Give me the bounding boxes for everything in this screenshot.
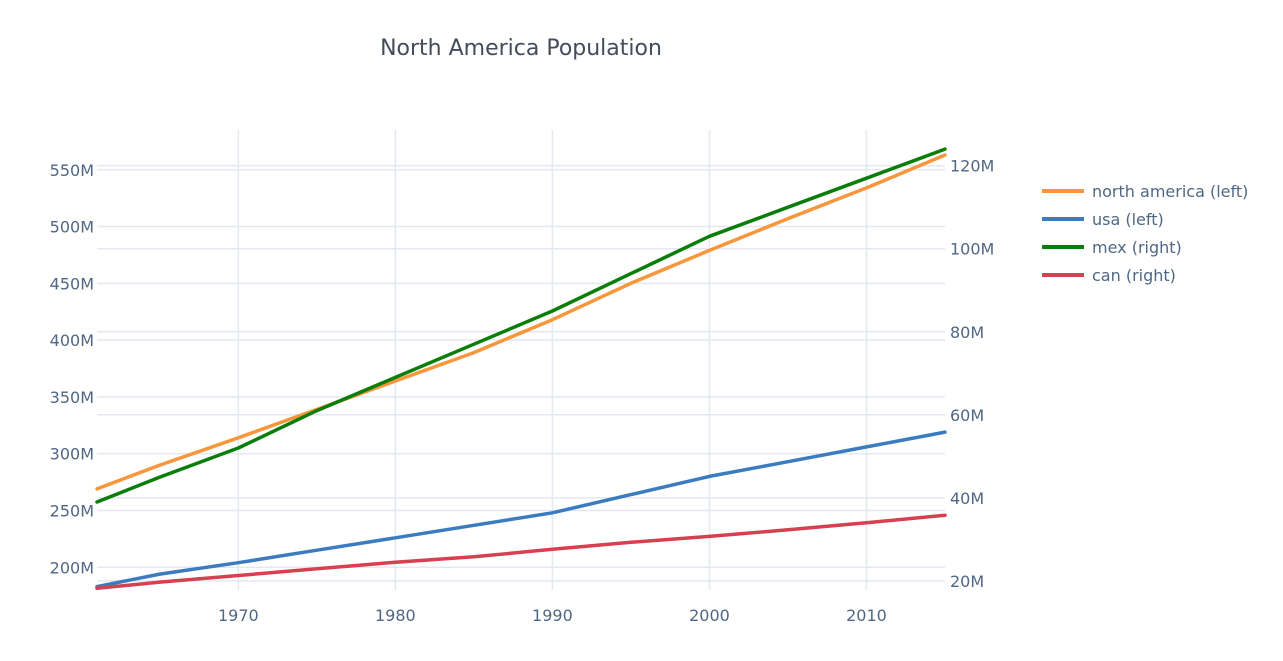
x-tick-label: 1990 [532, 606, 573, 625]
y-right-tick-label: 120M [950, 157, 994, 176]
legend-label: can (right) [1092, 266, 1176, 285]
chart-title: North America Population [380, 36, 662, 61]
y-right-tick-label: 40M [950, 489, 984, 508]
y-right-tick-label: 80M [950, 323, 984, 342]
y-right-tick-label: 100M [950, 240, 994, 259]
tick-layer: 1970 1980 1990 2000 2010 200M 250M 300M 350M 400M… [50, 157, 995, 625]
y-left-tick-label: 500M [50, 218, 94, 237]
series-line-north-america[interactable] [95, 153, 947, 491]
legend-label: north america (left) [1092, 182, 1248, 201]
y-left-tick-label: 550M [50, 161, 94, 180]
x-tick-label: 2000 [689, 606, 730, 625]
x-tick-label: 1970 [218, 606, 259, 625]
y-left-tick-label: 400M [50, 331, 94, 350]
x-tick-label: 2010 [846, 606, 887, 625]
y-left-tick-label: 350M [50, 388, 94, 407]
legend-item[interactable]: north america (left) [1042, 182, 1248, 201]
legend[interactable]: north america (left) usa (left) mex (right… [1042, 182, 1248, 285]
x-tick-label: 1980 [375, 606, 416, 625]
grid-layer [97, 130, 945, 590]
y-left-tick-label: 200M [50, 558, 94, 577]
y-left-tick-label: 250M [50, 501, 94, 520]
y-left-tick-label: 450M [50, 274, 94, 293]
legend-item[interactable]: can (right) [1042, 266, 1176, 285]
series-line-usa[interactable] [95, 430, 947, 589]
legend-item[interactable]: mex (right) [1042, 238, 1182, 257]
series-line-can[interactable] [95, 513, 947, 591]
legend-label: usa (left) [1092, 210, 1164, 229]
legend-item[interactable]: usa (left) [1042, 210, 1164, 229]
y-right-tick-label: 60M [950, 406, 984, 425]
series-line-mex[interactable] [95, 147, 947, 504]
y-left-tick-label: 300M [50, 445, 94, 464]
legend-label: mex (right) [1092, 238, 1182, 257]
y-right-tick-label: 20M [950, 572, 984, 591]
series-layer [95, 147, 947, 591]
